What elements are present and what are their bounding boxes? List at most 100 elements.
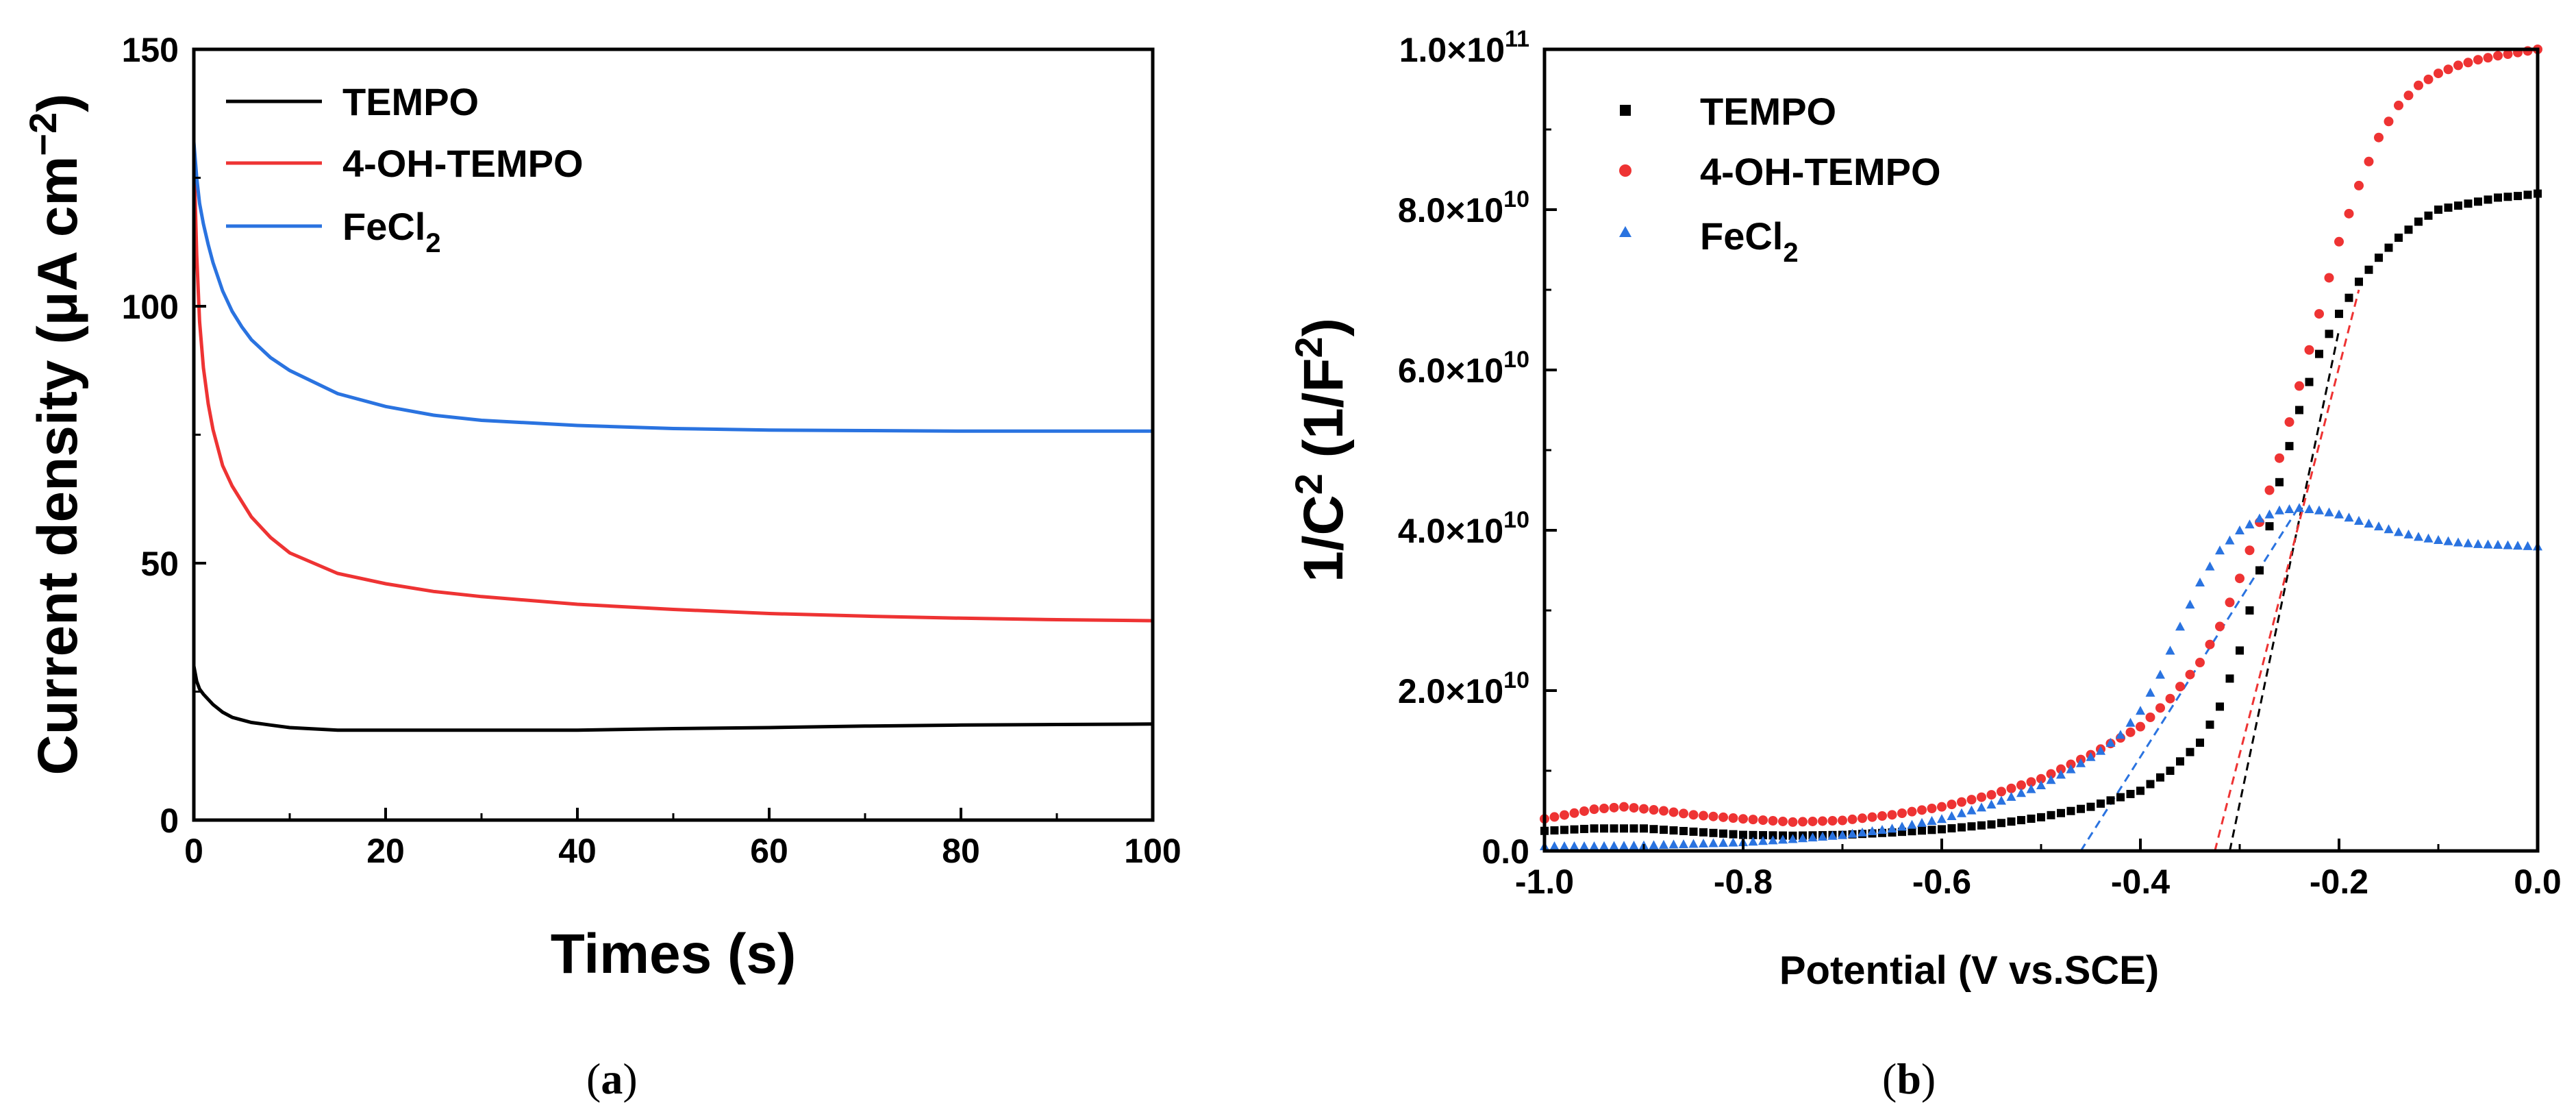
panel-b-point-tempo xyxy=(2285,442,2294,451)
panel-b-point-tempo xyxy=(1590,824,1599,833)
panel-b-point-4-oh-tempo xyxy=(1877,810,1887,821)
panel-b-point-tempo xyxy=(2275,478,2284,486)
panel-b-point-fecl2 xyxy=(1798,833,1808,843)
panel-b-point-tempo xyxy=(1719,829,1727,838)
panel-b-point-tempo xyxy=(2017,816,2025,825)
panel-b-point-fecl2 xyxy=(1699,839,1708,848)
panel-b-point-tempo xyxy=(1908,827,1916,836)
panel-b-point-4-oh-tempo xyxy=(1847,814,1858,824)
panel-b-point-tempo xyxy=(1918,826,1926,835)
panel-b-point-4-oh-tempo xyxy=(2453,60,2463,71)
panel-b-point-fecl2 xyxy=(2244,519,2255,529)
panel-b-point-tempo xyxy=(1649,825,1658,834)
panel-a-x-tick-label: 100 xyxy=(1124,832,1181,870)
panel-b-point-fecl2 xyxy=(1847,828,1858,838)
panel-b-point-4-oh-tempo xyxy=(2066,759,2076,769)
panel-b-point-4-oh-tempo xyxy=(1668,807,1679,817)
panel-b-point-tempo xyxy=(2086,802,2095,811)
panel-b-point-fecl2 xyxy=(1838,830,1847,839)
panel-b-point-tempo xyxy=(2136,787,2144,795)
panel-b-point-fecl2 xyxy=(1927,816,1937,826)
panel-b-point-4-oh-tempo xyxy=(2175,682,2185,692)
panel-b-point-fecl2 xyxy=(2066,764,2076,773)
panel-a-y-tick-label: 50 xyxy=(140,545,179,583)
panel-b-point-tempo xyxy=(2325,330,2334,338)
panel-b-point-fecl2 xyxy=(2394,527,2403,536)
panel-b-point-tempo xyxy=(2225,674,2234,683)
panel-b-point-4-oh-tempo xyxy=(2185,669,2195,680)
panel-b-x-axis-title: Potential (V vs.SCE) xyxy=(1779,948,2159,993)
panel-b-point-tempo xyxy=(2166,767,2175,775)
panel-b-point-tempo xyxy=(1679,826,1688,835)
panel-b-point-4-oh-tempo xyxy=(2264,485,2275,495)
panel-b-point-tempo xyxy=(2255,566,2264,575)
panel-b-point-fecl2 xyxy=(2056,769,2066,779)
panel-b-point-tempo xyxy=(2126,789,2135,798)
panel-b-y-tick-label: 1.0×1011 xyxy=(1399,26,1529,69)
panel-b-point-4-oh-tempo xyxy=(2314,309,2324,319)
panel-b-point-4-oh-tempo xyxy=(2364,156,2374,166)
legend-b-fecl2-marker xyxy=(1619,226,1631,237)
panel-b-point-tempo xyxy=(2097,799,2105,808)
panel-b-point-4-oh-tempo xyxy=(1679,808,1688,819)
panel-b-series-fecl2 xyxy=(1540,503,2542,850)
panel-b-point-4-oh-tempo xyxy=(2165,693,2175,704)
panel-b-point-tempo xyxy=(2106,796,2115,805)
panel-b-point-fecl2 xyxy=(2036,780,2046,790)
panel-b-point-fecl2 xyxy=(1887,824,1897,833)
panel-b-point-fecl2 xyxy=(1579,841,1589,850)
panel-b-point-tempo xyxy=(2236,646,2244,655)
panel-b-point-4-oh-tempo xyxy=(1966,795,1977,805)
panel-b-point-fecl2 xyxy=(2473,539,2483,548)
panel-b-point-fecl2 xyxy=(2334,509,2344,519)
panel-b-point-4-oh-tempo xyxy=(1708,811,1718,821)
panel-b-point-fecl2 xyxy=(1917,817,1927,827)
panel-b-point-fecl2 xyxy=(1867,826,1877,835)
panel-b-y-tick-label: 2.0×1010 xyxy=(1398,667,1529,710)
panel-b-point-tempo xyxy=(2037,813,2045,821)
panel-b-point-fecl2 xyxy=(2155,669,2165,679)
panel-b-series-4-oh-tempo xyxy=(1540,45,2542,827)
panel-a-series-line-fecl2 xyxy=(192,141,1153,433)
panel-b-point-4-oh-tempo xyxy=(2374,132,2384,143)
panel-b-point-fecl2 xyxy=(2046,775,2056,784)
panel-b-point-fecl2 xyxy=(2205,561,2215,571)
panel-b-point-4-oh-tempo xyxy=(2235,573,2244,584)
panel-b-point-fecl2 xyxy=(2215,545,2225,555)
panel-b-point-fecl2 xyxy=(2443,536,2453,545)
panel-b-point-tempo xyxy=(1938,825,1946,834)
panel-b-point-fecl2 xyxy=(1679,839,1688,848)
panel-b-series-tempo xyxy=(1540,189,2542,840)
panel-b-point-fecl2 xyxy=(1549,841,1560,850)
legend-a-fecl2-label: FeCl2 xyxy=(342,205,441,258)
panel-b-point-fecl2 xyxy=(1768,835,1778,845)
panel-b-point-4-oh-tempo xyxy=(1808,816,1818,826)
panel-b-point-tempo xyxy=(2205,720,2214,729)
panel-b-point-4-oh-tempo xyxy=(1788,817,1798,827)
panel-b-point-fecl2 xyxy=(1599,841,1609,850)
panel-a-series-line-tempo xyxy=(192,665,1153,732)
panel-b-point-fecl2 xyxy=(1997,795,2006,805)
panel-b-caption: (b) xyxy=(1882,1054,1936,1103)
panel-b-point-tempo xyxy=(2077,804,2085,813)
panel-b-point-tempo xyxy=(2414,217,2423,226)
panel-b-point-4-oh-tempo xyxy=(2334,236,2344,247)
panel-b-point-tempo xyxy=(1927,826,1936,834)
panel-b-point-tempo xyxy=(2027,814,2036,823)
panel-b-point-4-oh-tempo xyxy=(2503,49,2513,60)
panel-b-point-4-oh-tempo xyxy=(2344,208,2354,219)
panel-b-point-tempo xyxy=(2156,773,2164,782)
panel-a-series-line-4-oh-tempo xyxy=(192,151,1153,623)
panel-b-point-tempo xyxy=(2375,253,2383,262)
panel-b-point-fecl2 xyxy=(2145,687,2155,697)
panel-b-point-fecl2 xyxy=(2384,524,2394,534)
panel-b-point-fecl2 xyxy=(2125,717,2136,727)
panel-b-point-4-oh-tempo xyxy=(1977,792,1986,802)
panel-b-point-fecl2 xyxy=(2364,519,2374,528)
panel-b-point-fecl2 xyxy=(2195,578,2205,587)
panel-b-point-fecl2 xyxy=(2324,507,2334,517)
legend-b-4oh-tempo-label: 4-OH-TEMPO xyxy=(1700,150,1941,193)
panel-b-point-4-oh-tempo xyxy=(1549,812,1560,822)
panel-b-point-tempo xyxy=(2434,206,2442,214)
panel-b-point-tempo xyxy=(1958,823,1966,832)
